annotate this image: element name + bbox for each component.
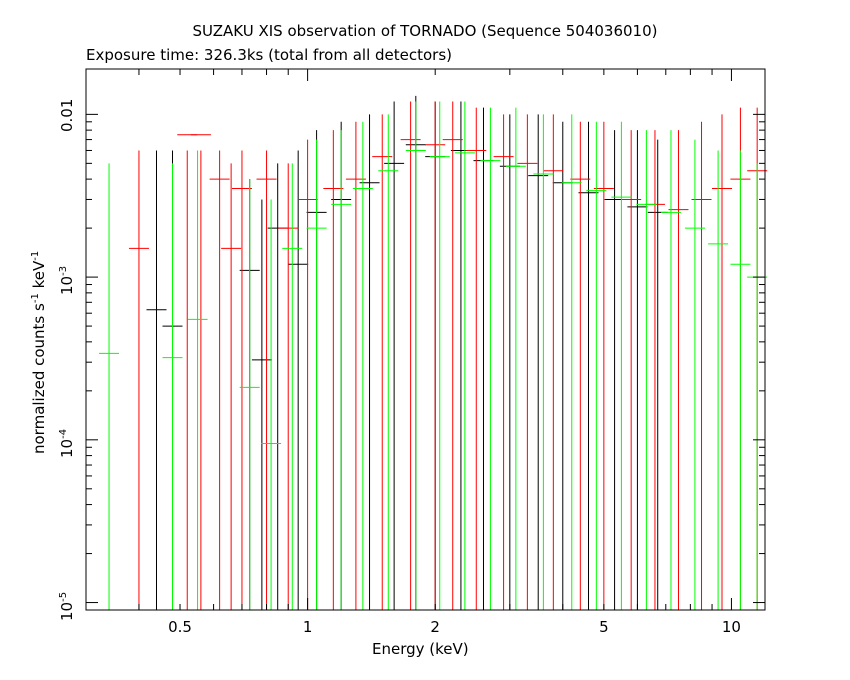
x-tick-label: 5 [599,618,609,636]
y-tick-label: 10-5 [58,591,76,621]
x-tick-label: 10 [721,618,741,636]
chart-title: SUZAKU XIS observation of TORNADO (Seque… [192,22,658,40]
x-tick-label: 2 [430,618,440,636]
y-tick-label: 10-4 [58,428,76,458]
series-1 [128,101,768,610]
chart-subtitle: Exposure time: 326.3ks (total from all d… [86,46,453,64]
series-layer [99,95,768,610]
y-tick-label: 10-3 [58,266,76,296]
y-tick-label: 0.01 [58,98,76,133]
plot-frame [85,68,766,611]
y-axis-label: normalized counts s-1 keV-1 [30,250,48,454]
series-2 [99,101,768,610]
x-tick-label: 1 [302,618,313,636]
x-axis-label: Energy (keV) [372,640,469,658]
x-tick-label: 0.5 [168,618,192,636]
series-0 [146,95,668,610]
tick-layer [85,69,765,611]
